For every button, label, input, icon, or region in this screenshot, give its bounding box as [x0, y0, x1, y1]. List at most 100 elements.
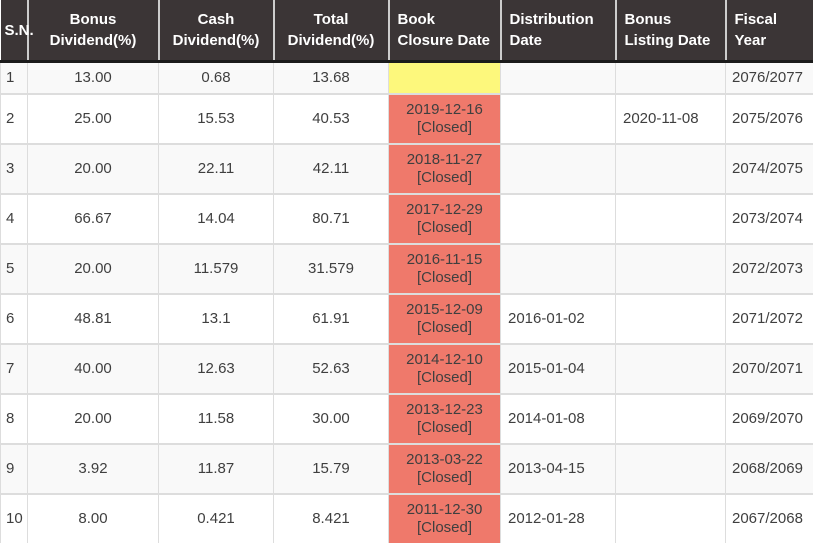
cell-bonus-dividend: 8.00: [27, 492, 159, 543]
book-closure-date-text: 2011-12-30: [406, 500, 483, 518]
cell-book-closure-date: 2014-12-10 [Closed]: [388, 342, 501, 395]
cell-book-closure-date: 2016-11-15 [Closed]: [388, 242, 501, 295]
cell-cash-dividend: 22.11: [158, 142, 274, 195]
cell-book-closure-date: 2018-11-27 [Closed]: [388, 142, 501, 195]
cell-total-dividend: 30.00: [273, 392, 389, 445]
cell-sn: 3: [0, 142, 28, 195]
cell-fiscal-year: 2072/2073: [725, 242, 813, 295]
cell-sn: 8: [0, 392, 28, 445]
cell-fiscal-year: 2071/2072: [725, 292, 813, 345]
cell-cash-dividend: 15.53: [158, 92, 274, 145]
book-closure-date-text: 2014-12-10: [406, 350, 483, 368]
cell-bonus-listing-date: [615, 442, 726, 495]
cell-cash-dividend: 11.579: [158, 242, 274, 295]
cell-cash-dividend: 0.421: [158, 492, 274, 543]
header-distribution-date: Distribution Date: [499, 0, 616, 63]
cell-bonus-dividend: 3.92: [27, 442, 159, 495]
book-closure-status: [Closed]: [416, 168, 473, 186]
cell-bonus-dividend: 25.00: [27, 92, 159, 145]
cell-bonus-dividend: 20.00: [27, 242, 159, 295]
cell-bonus-dividend: 40.00: [27, 342, 159, 395]
cell-total-dividend: 61.91: [273, 292, 389, 345]
cell-book-closure-date: [388, 60, 501, 95]
cell-total-dividend: 15.79: [273, 442, 389, 495]
cell-total-dividend: 13.68: [273, 60, 389, 95]
cell-total-dividend: 80.71: [273, 192, 389, 245]
table-row: 2 25.00 15.53 40.53 2019-12-16 [Closed] 2…: [0, 92, 813, 145]
cell-fiscal-year: 2070/2071: [725, 342, 813, 395]
cell-cash-dividend: 0.68: [158, 60, 274, 95]
cell-total-dividend: 52.63: [273, 342, 389, 395]
cell-sn: 2: [0, 92, 28, 145]
cell-distribution-date: [500, 60, 616, 95]
cell-distribution-date: [500, 92, 616, 145]
cell-fiscal-year: 2076/2077: [725, 60, 813, 95]
cell-sn: 5: [0, 242, 28, 295]
cell-book-closure-date: 2013-03-22 [Closed]: [388, 442, 501, 495]
cell-bonus-listing-date: 2020-11-08: [615, 92, 726, 145]
cell-distribution-date: 2016-01-02: [500, 292, 616, 345]
cell-bonus-listing-date: [615, 142, 726, 195]
cell-sn: 4: [0, 192, 28, 245]
cell-fiscal-year: 2073/2074: [725, 192, 813, 245]
cell-bonus-dividend: 48.81: [27, 292, 159, 345]
cell-fiscal-year: 2075/2076: [725, 92, 813, 145]
cell-fiscal-year: 2068/2069: [725, 442, 813, 495]
book-closure-date-text: 2016-11-15: [406, 250, 483, 268]
book-closure-date-text: 2015-12-09: [406, 300, 483, 318]
cell-distribution-date: 2015-01-04: [500, 342, 616, 395]
table-row: 3 20.00 22.11 42.11 2018-11-27 [Closed] 2…: [0, 142, 813, 195]
cell-bonus-listing-date: [615, 292, 726, 345]
cell-total-dividend: 31.579: [273, 242, 389, 295]
cell-bonus-listing-date: [615, 392, 726, 445]
cell-fiscal-year: 2067/2068: [725, 492, 813, 543]
cell-bonus-listing-date: [615, 60, 726, 95]
cell-distribution-date: 2013-04-15: [500, 442, 616, 495]
cell-bonus-listing-date: [615, 242, 726, 295]
cell-bonus-listing-date: [615, 192, 726, 245]
cell-book-closure-date: 2011-12-30 [Closed]: [388, 492, 501, 543]
table-row: 7 40.00 12.63 52.63 2014-12-10 [Closed] 2…: [0, 342, 813, 395]
cell-total-dividend: 8.421: [273, 492, 389, 543]
book-closure-status: [Closed]: [416, 118, 473, 136]
book-closure-date-text: 2013-12-23: [406, 400, 483, 418]
cell-distribution-date: [500, 192, 616, 245]
cell-book-closure-date: 2013-12-23 [Closed]: [388, 392, 501, 445]
cell-book-closure-date: 2017-12-29 [Closed]: [388, 192, 501, 245]
book-closure-date-text: 2018-11-27: [406, 150, 483, 168]
book-closure-date-text: 2013-03-22: [406, 450, 483, 468]
cell-cash-dividend: 11.87: [158, 442, 274, 495]
cell-total-dividend: 42.11: [273, 142, 389, 195]
table-row: 4 66.67 14.04 80.71 2017-12-29 [Closed] 2…: [0, 192, 813, 245]
cell-cash-dividend: 14.04: [158, 192, 274, 245]
header-cash-dividend: Cash Dividend(%): [157, 0, 274, 63]
book-closure-date-text: 2019-12-16: [406, 100, 483, 118]
book-closure-status: [Closed]: [416, 368, 473, 386]
cell-cash-dividend: 12.63: [158, 342, 274, 395]
table-row: 5 20.00 11.579 31.579 2016-11-15 [Closed]…: [0, 242, 813, 295]
book-closure-status: [Closed]: [416, 268, 473, 286]
cell-distribution-date: 2012-01-28: [500, 492, 616, 543]
header-bonus-listing-date: Bonus Listing Date: [614, 0, 726, 63]
cell-sn: 7: [0, 342, 28, 395]
table-row: 8 20.00 11.58 30.00 2013-12-23 [Closed] 2…: [0, 392, 813, 445]
header-fiscal-year: Fiscal Year: [724, 0, 813, 63]
cell-cash-dividend: 11.58: [158, 392, 274, 445]
table-row: 9 3.92 11.87 15.79 2013-03-22 [Closed] 20…: [0, 442, 813, 495]
table-row: 10 8.00 0.421 8.421 2011-12-30 [Closed] 2…: [0, 492, 813, 543]
header-total-dividend: Total Dividend(%): [272, 0, 389, 63]
cell-bonus-listing-date: [615, 342, 726, 395]
cell-sn: 1: [0, 60, 28, 95]
cell-total-dividend: 40.53: [273, 92, 389, 145]
cell-cash-dividend: 13.1: [158, 292, 274, 345]
cell-book-closure-date: 2015-12-09 [Closed]: [388, 292, 501, 345]
book-closure-status: [Closed]: [416, 468, 473, 486]
cell-book-closure-date: 2019-12-16 [Closed]: [388, 92, 501, 145]
cell-fiscal-year: 2074/2075: [725, 142, 813, 195]
book-closure-date-text: 2017-12-29: [406, 200, 483, 218]
book-closure-status: [Closed]: [416, 318, 473, 336]
book-closure-status: [Closed]: [416, 218, 473, 236]
cell-bonus-listing-date: [615, 492, 726, 543]
